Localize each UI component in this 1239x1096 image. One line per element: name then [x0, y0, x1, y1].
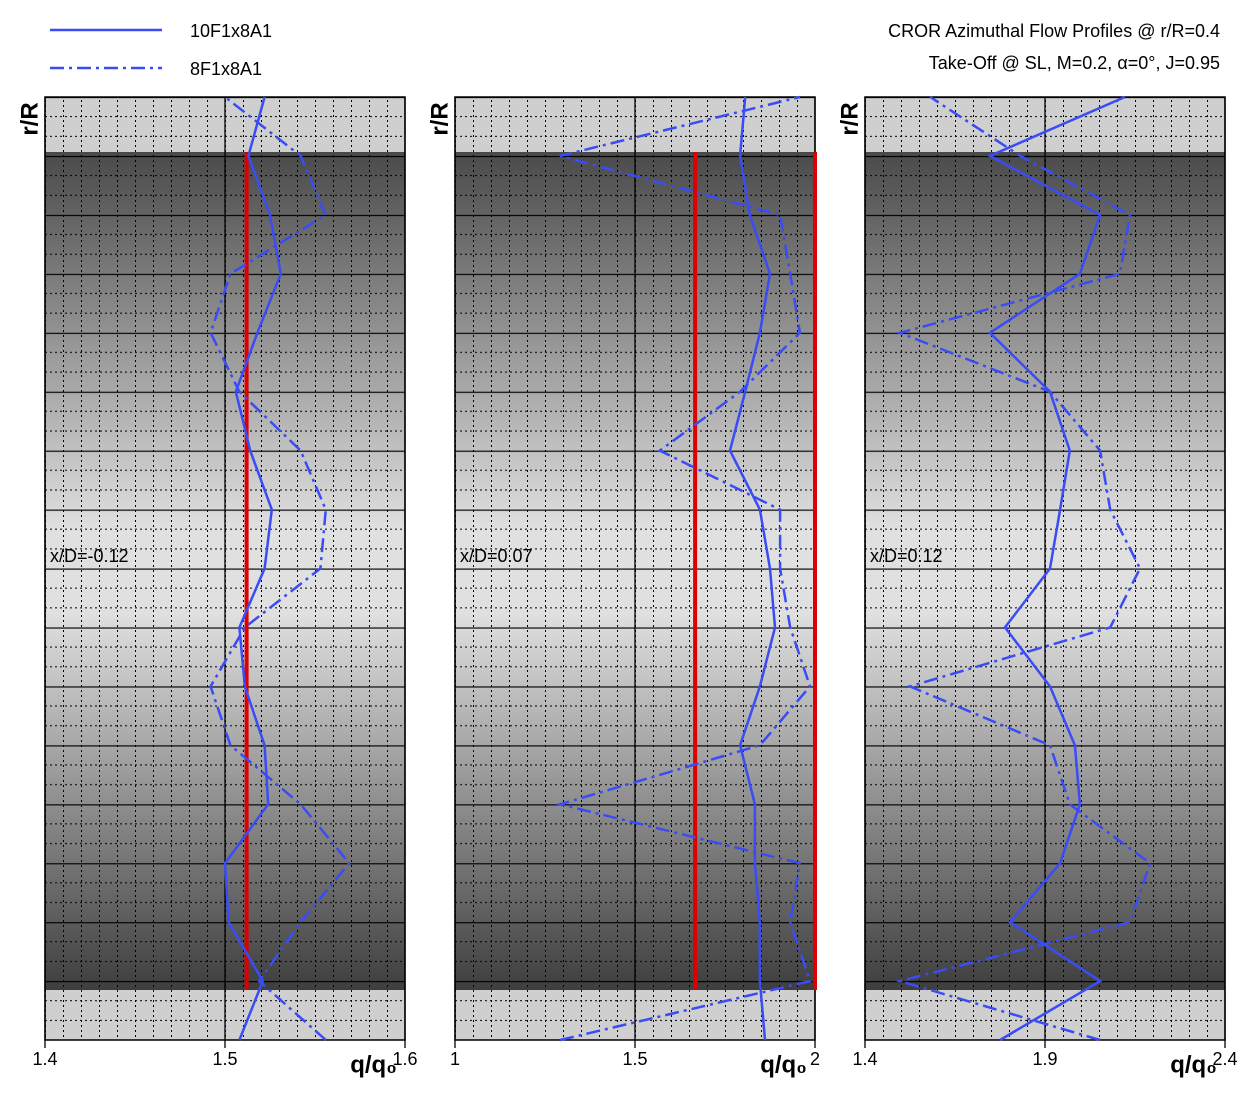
panel-annotation: x/D=-0.12	[50, 546, 129, 566]
y-axis-label: r/R	[16, 102, 43, 135]
x-axis-label: q/q₀	[1170, 1051, 1217, 1078]
legend: 10F1x8A1 8F1x8A1	[50, 21, 272, 79]
x-tick-label: 1.4	[852, 1049, 877, 1069]
chart-subtitle: Take-Off @ SL, M=0.2, α=0°, J=0.95	[929, 53, 1220, 73]
page: CROR Azimuthal Flow Profiles @ r/R=0.4 T…	[0, 0, 1239, 1096]
panel-annotation: x/D=0.12	[870, 546, 943, 566]
x-tick-label: 1.5	[212, 1049, 237, 1069]
x-tick-label: 1.9	[1032, 1049, 1057, 1069]
y-axis-label: r/R	[836, 102, 863, 135]
x-axis-label: q/q₀	[760, 1051, 807, 1078]
x-tick-label: 1.5	[622, 1049, 647, 1069]
chart-title: CROR Azimuthal Flow Profiles @ r/R=0.4	[888, 21, 1220, 41]
x-tick-label: 1	[450, 1049, 460, 1069]
y-axis-label: r/R	[426, 102, 453, 135]
legend-label: 8F1x8A1	[190, 59, 262, 79]
x-axis-label: q/q₀	[350, 1051, 397, 1078]
x-tick-label: 1.4	[32, 1049, 57, 1069]
panel-annotation: x/D=0.07	[460, 546, 533, 566]
chart: CROR Azimuthal Flow Profiles @ r/R=0.4 T…	[0, 0, 1239, 1096]
x-tick-label: 2	[810, 1049, 820, 1069]
legend-label: 10F1x8A1	[190, 21, 272, 41]
